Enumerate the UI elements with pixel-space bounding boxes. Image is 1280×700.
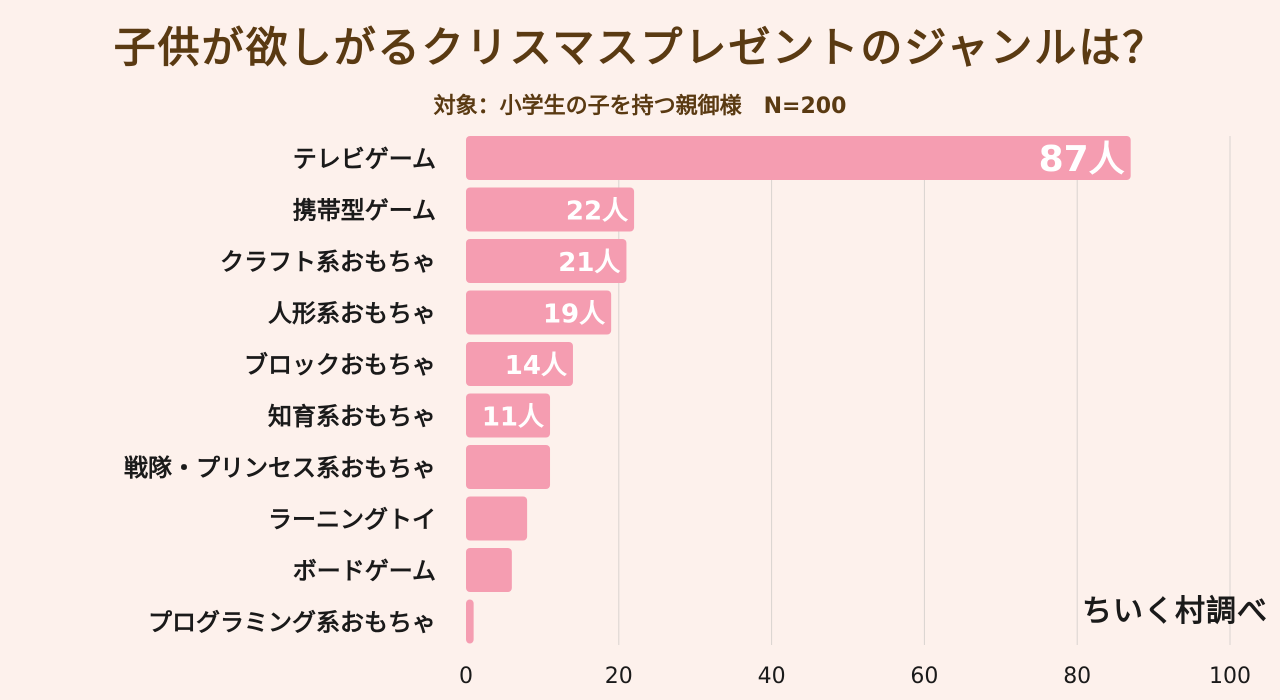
data-label: 22人 (566, 197, 628, 227)
bar (466, 187, 635, 232)
x-tick-label: 100 (1209, 664, 1251, 689)
chart-title: 子供が欲しがるクリスマスプレゼントのジャンルは？ (113, 23, 1167, 72)
category-label: テレビゲーム (293, 145, 436, 173)
bar (466, 342, 573, 386)
bar (466, 290, 612, 335)
data-label: 87人 (1039, 139, 1125, 180)
bar (466, 136, 1131, 180)
grid-lines (618, 136, 1231, 645)
bar (466, 496, 528, 541)
x-tick-label: 40 (758, 664, 786, 689)
bars (466, 136, 1131, 644)
category-label: ブロックおもちゃ (244, 351, 436, 379)
data-label: 21人 (558, 248, 620, 278)
chart-subtitle: 対象：小学生の子を持つ親御様 N=200 (433, 94, 847, 119)
data-label: 14人 (505, 351, 567, 381)
category-label: 知育系おもちゃ (268, 403, 436, 431)
bar (466, 445, 551, 489)
x-tick-label: 80 (1063, 664, 1091, 689)
x-tick-label: 20 (605, 664, 633, 689)
x-tick-label: 60 (910, 664, 938, 689)
data-label: 19人 (543, 300, 605, 330)
data-label: 11人 (482, 403, 544, 433)
category-label: 携帯型ゲーム (293, 197, 436, 225)
category-labels: テレビゲーム携帯型ゲームクラフト系おもちゃ人形系おもちゃブロックおもちゃ知育系お… (124, 145, 436, 637)
bar (466, 239, 627, 283)
category-label: 戦隊・プリンセス系おもちゃ (124, 454, 436, 482)
x-tick-label: 0 (459, 664, 473, 689)
bar (466, 393, 551, 438)
data-labels: 87人 22人 21人 19人 14人 11人 (482, 139, 1125, 433)
bar (466, 548, 512, 592)
category-label: 人形系おもちゃ (268, 300, 436, 328)
category-label: クラフト系おもちゃ (220, 248, 436, 276)
category-label: ラーニングトイ (268, 506, 436, 534)
source-note: ちいく村調べ (1082, 594, 1268, 629)
category-label: プログラミング系おもちゃ (148, 609, 436, 637)
category-label: ボードゲーム (293, 557, 436, 585)
x-axis-ticks: 0 20 40 60 80 100 (459, 664, 1251, 689)
bar (466, 599, 474, 644)
